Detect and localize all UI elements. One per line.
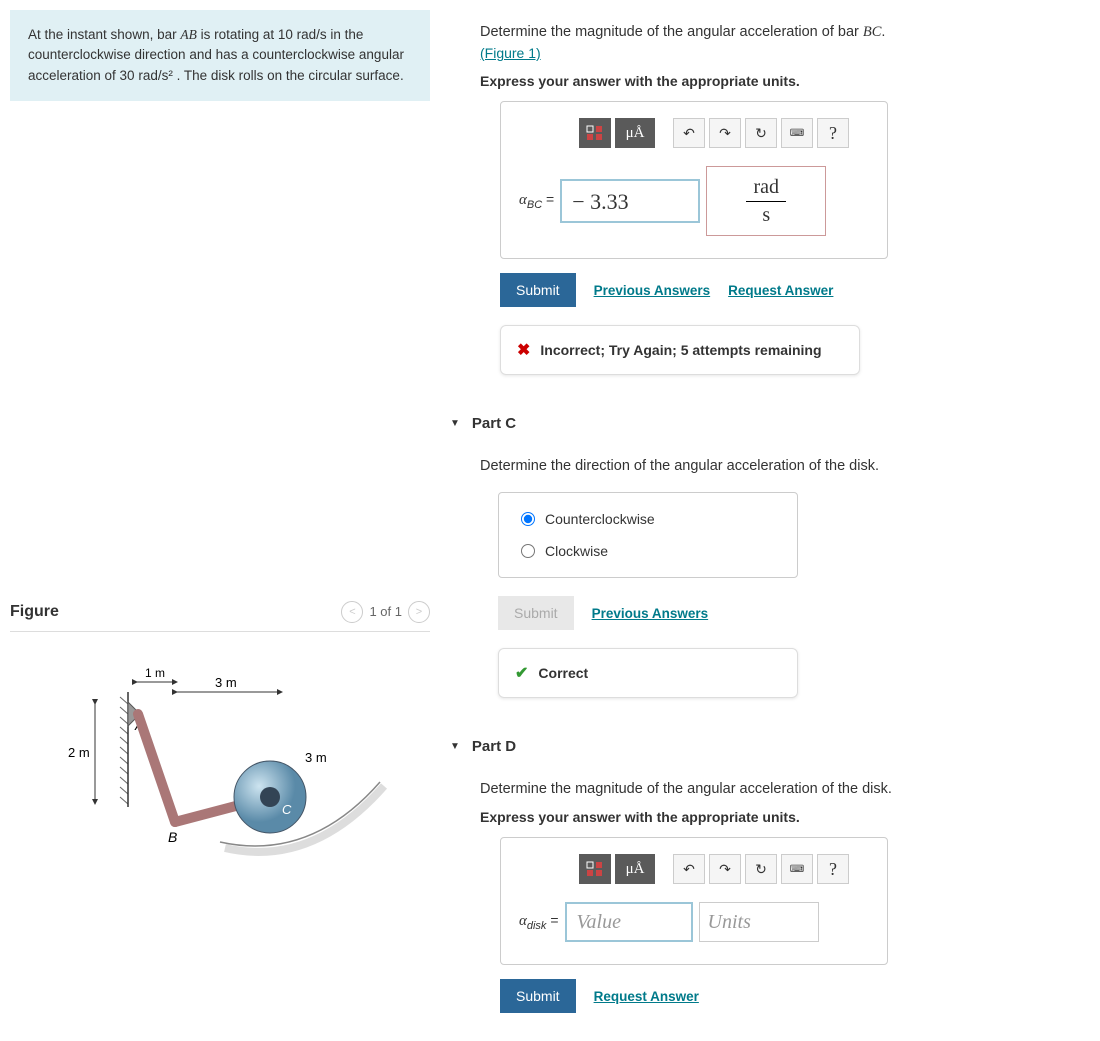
partb-value-input[interactable]: − 3.33	[560, 179, 700, 223]
redo-button[interactable]: ↷	[709, 118, 741, 148]
partb-request-answer-link[interactable]: Request Answer	[728, 283, 833, 298]
partd-submit-button[interactable]: Submit	[500, 979, 576, 1013]
partd-header[interactable]: ▼ Part D	[450, 738, 1090, 755]
partb-instruction: Express your answer with the appropriate…	[480, 73, 1090, 89]
problem-statement: At the instant shown, bar AB is rotating…	[10, 10, 430, 101]
partc-previous-answers-link[interactable]: Previous Answers	[592, 606, 709, 621]
partc-options: Counterclockwise Clockwise	[498, 492, 798, 578]
units-tool-button[interactable]: μÅ	[615, 118, 655, 148]
partd-answer-box: μÅ ↶ ↷ ↻ ⌨ ? αdisk = Value Units	[500, 837, 888, 965]
dim-1m: 1 m	[145, 666, 165, 680]
partd-value-input[interactable]: Value	[565, 902, 693, 942]
partc-feedback: ✔ Correct	[498, 648, 798, 698]
partd-instruction: Express your answer with the appropriate…	[480, 809, 1090, 825]
undo-button[interactable]: ↶	[673, 118, 705, 148]
templates-button[interactable]	[579, 118, 611, 148]
correct-icon: ✔	[515, 663, 528, 683]
label-c: C	[282, 802, 292, 817]
partc-prompt: Determine the direction of the angular a…	[480, 458, 1090, 474]
templates-button[interactable]	[579, 854, 611, 884]
dim-3m-top: 3 m	[215, 675, 237, 690]
keyboard-button[interactable]: ⌨	[781, 854, 813, 884]
partd-prompt: Determine the magnitude of the angular a…	[480, 781, 1090, 797]
collapse-icon: ▼	[450, 418, 460, 429]
partb-feedback: ✖ Incorrect; Try Again; 5 attempts remai…	[500, 325, 860, 375]
partb-prompt: Determine the magnitude of the angular a…	[480, 24, 1090, 41]
figure-nav-label: 1 of 1	[369, 604, 402, 619]
partb-units-input[interactable]: rad s	[706, 166, 826, 236]
bar-ab: AB	[180, 27, 197, 42]
units-tool-button[interactable]: μÅ	[615, 854, 655, 884]
dim-2m: 2 m	[68, 745, 90, 760]
partc-submit-button: Submit	[498, 596, 574, 630]
partc-option-cw[interactable]: Clockwise	[521, 543, 775, 559]
problem-text: At the instant shown, bar	[28, 27, 180, 42]
partd-request-answer-link[interactable]: Request Answer	[594, 989, 699, 1004]
figure-link[interactable]: (Figure 1)	[480, 45, 541, 61]
collapse-icon: ▼	[450, 741, 460, 752]
help-button[interactable]: ?	[817, 118, 849, 148]
label-b: B	[168, 829, 177, 845]
partd-units-input[interactable]: Units	[699, 902, 819, 942]
keyboard-button[interactable]: ⌨	[781, 118, 813, 148]
partd-variable-label: αdisk =	[519, 912, 559, 932]
partc-header[interactable]: ▼ Part C	[450, 415, 1090, 432]
problem-text-3: . The disk rolls on the circular surface…	[173, 68, 404, 83]
help-button[interactable]: ?	[817, 854, 849, 884]
partc-radio-cw[interactable]	[521, 544, 535, 558]
reset-button[interactable]: ↻	[745, 854, 777, 884]
figure-next-button[interactable]: >	[408, 601, 430, 623]
partb-previous-answers-link[interactable]: Previous Answers	[594, 283, 711, 298]
dim-3m-mid: 3 m	[305, 750, 327, 765]
undo-button[interactable]: ↶	[673, 854, 705, 884]
figure-prev-button[interactable]: <	[341, 601, 363, 623]
reset-button[interactable]: ↻	[745, 118, 777, 148]
partc-option-ccw[interactable]: Counterclockwise	[521, 511, 775, 527]
partb-submit-button[interactable]: Submit	[500, 273, 576, 307]
figure-title: Figure	[10, 603, 59, 621]
redo-button[interactable]: ↷	[709, 854, 741, 884]
partc-radio-ccw[interactable]	[521, 512, 535, 526]
problem-units: rad/s²	[138, 68, 173, 83]
partb-variable-label: αBC =	[519, 191, 554, 211]
figure-diagram: 2 m 1 m 3 m	[10, 662, 430, 862]
partb-answer-box: μÅ ↶ ↷ ↻ ⌨ ? αBC = − 3.33 rad s	[500, 101, 888, 259]
incorrect-icon: ✖	[517, 340, 530, 360]
